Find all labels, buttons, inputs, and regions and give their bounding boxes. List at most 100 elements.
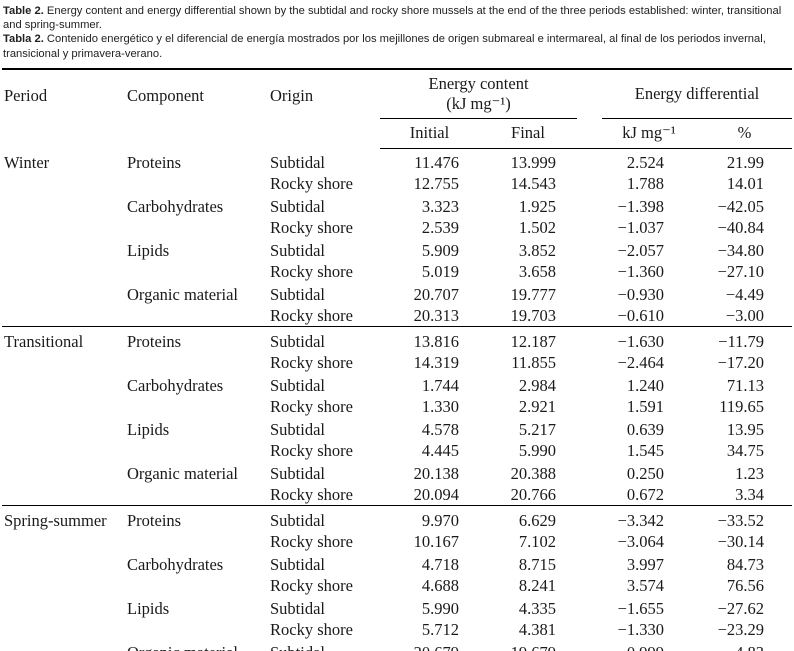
cell-differential-kj: −1.630 bbox=[577, 325, 698, 352]
cell-energy-final: 2.984 bbox=[518, 375, 557, 395]
cell-period bbox=[2, 531, 124, 552]
cell-energy-initial: 13.816 bbox=[380, 325, 479, 352]
table-row: Rocky shore 14.319 11.855 −2.464 −17.20 bbox=[2, 352, 792, 373]
cell-period: Winter bbox=[4, 152, 50, 172]
cell-differential-percent: −27.62 bbox=[717, 598, 765, 618]
caption-spanish-label: Tabla 2. bbox=[3, 33, 44, 46]
cell-energy-initial: 20.138 bbox=[413, 463, 459, 483]
cell-origin: Subtidal bbox=[270, 240, 326, 260]
table-row: Rocky shore 20.313 19.703 −0.610 −3.00 bbox=[2, 305, 792, 327]
cell-energy-final: 20.766 bbox=[510, 484, 557, 504]
cell-differential-percent: 76.56 bbox=[726, 575, 765, 595]
cell-energy-initial: 5.909 bbox=[421, 240, 459, 260]
cell-energy-final: 13.999 bbox=[510, 152, 557, 172]
cell-energy-initial: 2.539 bbox=[421, 217, 459, 237]
cell-energy-final: 2.921 bbox=[518, 396, 557, 416]
column-header-origin: Origin bbox=[270, 85, 314, 105]
cell-differential-percent: 14.01 bbox=[726, 173, 765, 193]
cell-origin: Subtidal bbox=[270, 419, 326, 439]
cell-energy-final: 1.502 bbox=[518, 217, 557, 237]
cell-origin: Subtidal bbox=[270, 375, 326, 395]
cell-period bbox=[2, 282, 124, 305]
cell-differential-kj: −0.999 bbox=[577, 640, 697, 651]
cell-energy-final: 11.855 bbox=[511, 352, 557, 372]
caption-spanish: Tabla 2. Contenido energético y el difer… bbox=[3, 32, 792, 60]
cell-period bbox=[2, 484, 124, 506]
cell-origin: Subtidal bbox=[267, 640, 380, 651]
cell-differential-kj: −1.330 bbox=[617, 619, 665, 639]
cell-component: Proteins bbox=[124, 504, 267, 531]
table-row: Lipids Subtidal 5.909 3.852 −2.057 −34.8… bbox=[2, 238, 792, 261]
table-row: Lipids Subtidal 5.990 4.335 −1.655 −27.6… bbox=[2, 596, 792, 619]
cell-differential-percent: 21.99 bbox=[726, 152, 765, 172]
cell-differential-percent: −33.52 bbox=[697, 504, 793, 531]
cell-period: Transitional bbox=[2, 325, 124, 352]
cell-energy-initial: 3.323 bbox=[421, 196, 459, 216]
cell-energy-final: 5.217 bbox=[518, 419, 557, 439]
table-row: Organic material Subtidal 20.679 19.679 … bbox=[2, 640, 792, 651]
energy-table: Period Component Origin Energy content (… bbox=[2, 67, 793, 651]
cell-origin: Rocky shore bbox=[270, 531, 353, 551]
cell-energy-initial: 4.688 bbox=[421, 575, 459, 595]
table-row: Transitional Proteins Subtidal 13.816 12… bbox=[2, 325, 793, 352]
cell-origin: Subtidal bbox=[270, 196, 326, 216]
cell-period bbox=[2, 619, 124, 640]
cell-energy-initial: 5.712 bbox=[421, 619, 459, 639]
cell-period bbox=[2, 238, 124, 261]
table-row: Lipids Subtidal 4.578 5.217 0.639 13.95 bbox=[2, 417, 792, 440]
cell-differential-kj: −0.610 bbox=[617, 305, 665, 325]
cell-period bbox=[2, 417, 124, 440]
cell-component: Lipids bbox=[127, 598, 170, 618]
cell-energy-initial: 1.744 bbox=[421, 375, 459, 395]
cell-energy-initial: 20.679 bbox=[380, 640, 479, 651]
cell-origin: Rocky shore bbox=[270, 261, 353, 281]
cell-energy-final: 19.777 bbox=[510, 284, 557, 304]
cell-origin: Rocky shore bbox=[270, 484, 353, 504]
table-body: Winter Proteins Subtidal 11.476 13.999 2… bbox=[2, 148, 793, 651]
column-group-energy-differential: Energy differential bbox=[577, 69, 793, 119]
cell-energy-final: 4.381 bbox=[518, 619, 557, 639]
cell-differential-percent: −3.00 bbox=[725, 305, 765, 325]
cell-differential-kj: −1.360 bbox=[617, 261, 665, 281]
cell-differential-kj: −2.057 bbox=[617, 240, 665, 260]
cell-energy-final: 3.852 bbox=[518, 240, 557, 260]
cell-component bbox=[124, 619, 267, 640]
cell-period bbox=[2, 461, 124, 484]
cell-differential-kj: −1.398 bbox=[617, 196, 665, 216]
cell-differential-kj: 1.591 bbox=[626, 396, 665, 416]
cell-component bbox=[124, 531, 267, 552]
cell-differential-kj: 0.250 bbox=[626, 463, 665, 483]
cell-differential-kj: 1.545 bbox=[626, 440, 665, 460]
table-row: Rocky shore 20.094 20.766 0.672 3.34 bbox=[2, 484, 792, 506]
cell-period bbox=[2, 596, 124, 619]
cell-energy-final: 19.679 bbox=[479, 640, 577, 651]
cell-origin: Rocky shore bbox=[270, 575, 353, 595]
cell-component: Organic material bbox=[124, 640, 267, 651]
cell-differential-kj: −1.655 bbox=[617, 598, 665, 618]
cell-differential-kj: 0.639 bbox=[626, 419, 665, 439]
table-row: Rocky shore 5.712 4.381 −1.330 −23.29 bbox=[2, 619, 792, 640]
caption-spanish-text: Contenido energético y el diferencial de… bbox=[3, 33, 766, 60]
cell-energy-final: 20.388 bbox=[510, 463, 557, 483]
cell-component: Carbohydrates bbox=[127, 554, 224, 574]
cell-differential-percent: 34.75 bbox=[726, 440, 765, 460]
table-row: Rocky shore 12.755 14.543 1.788 14.01 bbox=[2, 173, 792, 194]
table-row: Carbohydrates Subtidal 1.744 2.984 1.240… bbox=[2, 373, 792, 396]
energy-differential-label: Energy differential bbox=[634, 83, 760, 103]
caption-english-text: Energy content and energy differential s… bbox=[3, 5, 782, 32]
cell-differential-percent: 13.95 bbox=[726, 419, 765, 439]
cell-origin: Subtidal bbox=[270, 284, 326, 304]
cell-differential-kj: −2.464 bbox=[617, 352, 665, 372]
column-header-period: Period bbox=[4, 85, 48, 105]
header-sub-row: Initial Final kJ mg⁻¹ % bbox=[2, 118, 793, 149]
cell-energy-initial: 11.476 bbox=[414, 152, 459, 172]
cell-differential-kj: 0.672 bbox=[626, 484, 665, 504]
cell-energy-initial: 9.970 bbox=[380, 504, 479, 531]
cell-energy-initial: 1.330 bbox=[421, 396, 459, 416]
cell-energy-final: 8.241 bbox=[518, 575, 557, 595]
cell-origin: Subtidal bbox=[270, 598, 326, 618]
cell-origin: Subtidal bbox=[270, 152, 326, 172]
cell-differential-kj: −3.342 bbox=[577, 504, 698, 531]
cell-component: Lipids bbox=[127, 240, 170, 260]
cell-period: Spring-summer bbox=[2, 504, 124, 531]
